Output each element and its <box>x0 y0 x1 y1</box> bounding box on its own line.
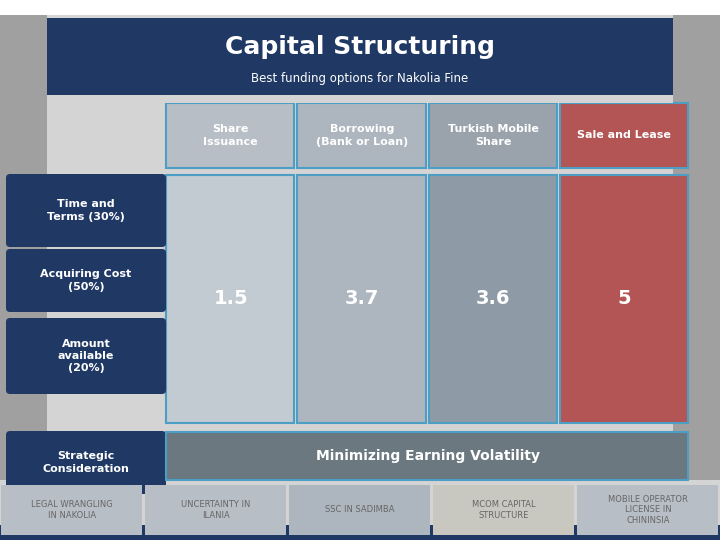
Bar <box>166 432 688 480</box>
Bar <box>47 18 673 95</box>
Text: Sale and Lease: Sale and Lease <box>577 131 671 140</box>
Text: 1.5: 1.5 <box>213 289 248 308</box>
Bar <box>0 525 720 540</box>
Bar <box>0 535 720 540</box>
Text: 5: 5 <box>618 289 631 308</box>
Text: Strategic
Consideration: Strategic Consideration <box>42 451 130 474</box>
Bar <box>297 175 426 423</box>
FancyBboxPatch shape <box>6 249 166 312</box>
Text: Acquiring Cost
(50%): Acquiring Cost (50%) <box>40 269 132 292</box>
Bar <box>297 103 426 168</box>
Bar <box>428 103 557 168</box>
Text: Minimizing Earning Volatility: Minimizing Earning Volatility <box>315 449 539 463</box>
Bar <box>428 175 557 423</box>
Text: MOBILE OPERATOR
LICENSE IN
CHININSIA: MOBILE OPERATOR LICENSE IN CHININSIA <box>608 495 688 525</box>
Text: Turkish Mobile
Share: Turkish Mobile Share <box>448 124 539 147</box>
Bar <box>559 175 688 423</box>
Bar <box>0 15 47 480</box>
Bar <box>433 485 574 535</box>
Text: Capital Structuring: Capital Structuring <box>225 35 495 59</box>
Bar <box>47 95 673 103</box>
Text: 3.6: 3.6 <box>476 289 510 308</box>
Text: 3.7: 3.7 <box>345 289 379 308</box>
Text: Amount
available
(20%): Amount available (20%) <box>58 339 114 373</box>
Bar <box>1 485 142 535</box>
Text: Share
Issuance: Share Issuance <box>203 124 258 147</box>
FancyBboxPatch shape <box>6 431 166 494</box>
Text: Borrowing
(Bank or Loan): Borrowing (Bank or Loan) <box>316 124 408 147</box>
Bar <box>289 485 430 535</box>
Bar <box>145 485 286 535</box>
Text: SSC IN SADIMBA: SSC IN SADIMBA <box>325 505 395 515</box>
Text: Time and
Terms (30%): Time and Terms (30%) <box>47 199 125 222</box>
Text: LEGAL WRANGLING
IN NAKOLIA: LEGAL WRANGLING IN NAKOLIA <box>31 500 113 519</box>
Text: Best funding options for Nakolia Fine: Best funding options for Nakolia Fine <box>251 72 469 85</box>
Bar <box>559 103 688 168</box>
Text: UNCERTAINTY IN
ILANIA: UNCERTAINTY IN ILANIA <box>181 500 251 519</box>
FancyBboxPatch shape <box>6 318 166 394</box>
Bar <box>166 103 294 168</box>
FancyBboxPatch shape <box>6 174 166 247</box>
Text: MCOM CAPITAL
STRUCTURE: MCOM CAPITAL STRUCTURE <box>472 500 536 519</box>
Bar <box>0 0 720 15</box>
Bar <box>166 175 294 423</box>
Bar <box>577 485 718 535</box>
Bar <box>673 15 720 480</box>
